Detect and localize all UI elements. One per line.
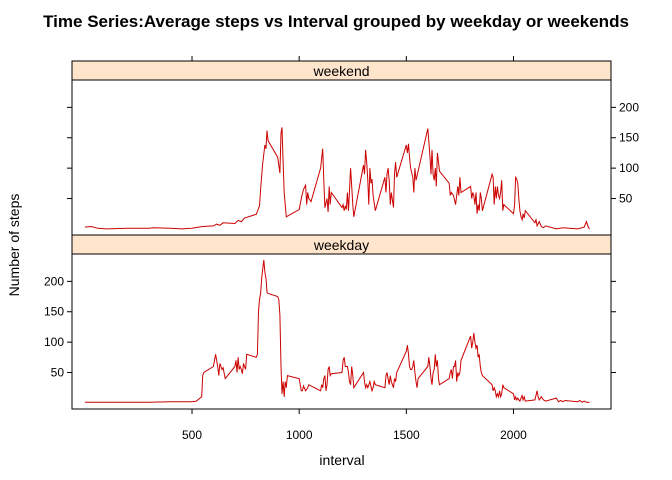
y-tick-label-weekday-150: 150	[44, 305, 64, 319]
y-axis-label: Number of steps	[6, 194, 22, 297]
panel-weekend: weekend 50 100 150 200	[67, 60, 639, 236]
series-line-weekday	[84, 260, 590, 403]
y-tick-label-weekday-100: 100	[44, 335, 64, 349]
strip-label-weekend: weekend	[312, 63, 369, 79]
x-axis-label: interval	[319, 452, 364, 468]
y-tick-label-weekday-50: 50	[51, 366, 65, 380]
panels: weekend 50 100 150 200 weekday 50 100 150 200	[44, 60, 639, 410]
x-tick-label-1000: 1000	[286, 428, 313, 442]
series-line-weekend	[84, 127, 590, 230]
y-tick-label-weekend-100: 100	[619, 161, 639, 175]
y-tick-label-weekend-150: 150	[619, 131, 639, 145]
y-tick-label-weekend-200: 200	[619, 100, 639, 114]
x-tick-label-1500: 1500	[393, 428, 420, 442]
y-tick-label-weekend-50: 50	[619, 192, 633, 206]
x-tick-label-500: 500	[182, 428, 202, 442]
panel-frame-weekday	[71, 253, 612, 410]
y-tick-label-weekday-200: 200	[44, 274, 64, 288]
panel-frame-weekend	[71, 79, 612, 236]
x-tick-label-2000: 2000	[500, 428, 527, 442]
panel-weekday: weekday 50 100 150 200	[44, 234, 616, 410]
strip-label-weekday: weekday	[313, 237, 369, 253]
axes: 500 1000 1500 2000	[182, 56, 527, 442]
chart-title: Time Series:Average steps vs Interval gr…	[43, 12, 629, 31]
